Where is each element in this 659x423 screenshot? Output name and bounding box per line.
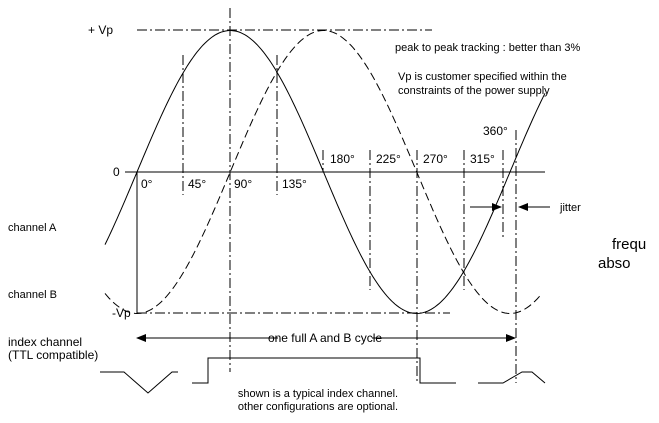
angle-label: 45° (188, 177, 206, 191)
angle-label: 180° (330, 152, 355, 166)
index-note-2: other configurations are optional. (238, 401, 398, 413)
angle-label: 90° (234, 177, 252, 191)
index-label-2: (TTL compatible) (8, 348, 98, 362)
angle-label: 270° (423, 152, 448, 166)
index-wave (100, 371, 178, 394)
note-tracking: peak to peak tracking : better than 3% (395, 42, 581, 54)
cycle-label-bg (278, 332, 372, 344)
angle-label: 135° (282, 177, 307, 191)
jitter-label: jitter (559, 202, 581, 214)
minus-vp-label: -Vp (112, 306, 131, 320)
cut-text: frequ (612, 236, 646, 253)
note-vp-1: Vp is customer specified within the (398, 71, 567, 83)
angle-label: 225° (376, 152, 401, 166)
cycle-label: one full A and B cycle (268, 331, 382, 345)
index-pulse (192, 357, 456, 384)
angle-label: 0° (141, 177, 153, 191)
channel-a-wave (104, 30, 546, 315)
index-wave (478, 371, 546, 384)
zero-label: 0 (113, 165, 120, 179)
cut-text: abso (598, 255, 631, 272)
channel-b-label: channel B (8, 289, 57, 301)
note-vp-2: constraints of the power supply (398, 85, 550, 97)
index-note-1: shown is a typical index channel. (238, 388, 398, 400)
channel-a-label: channel A (8, 222, 57, 234)
angle-label: 360° (483, 124, 508, 138)
plus-vp-label: + Vp (88, 23, 113, 37)
index-label-1: index channel (8, 335, 82, 349)
channel-b-wave (104, 30, 542, 315)
angle-label: 315° (470, 152, 495, 166)
